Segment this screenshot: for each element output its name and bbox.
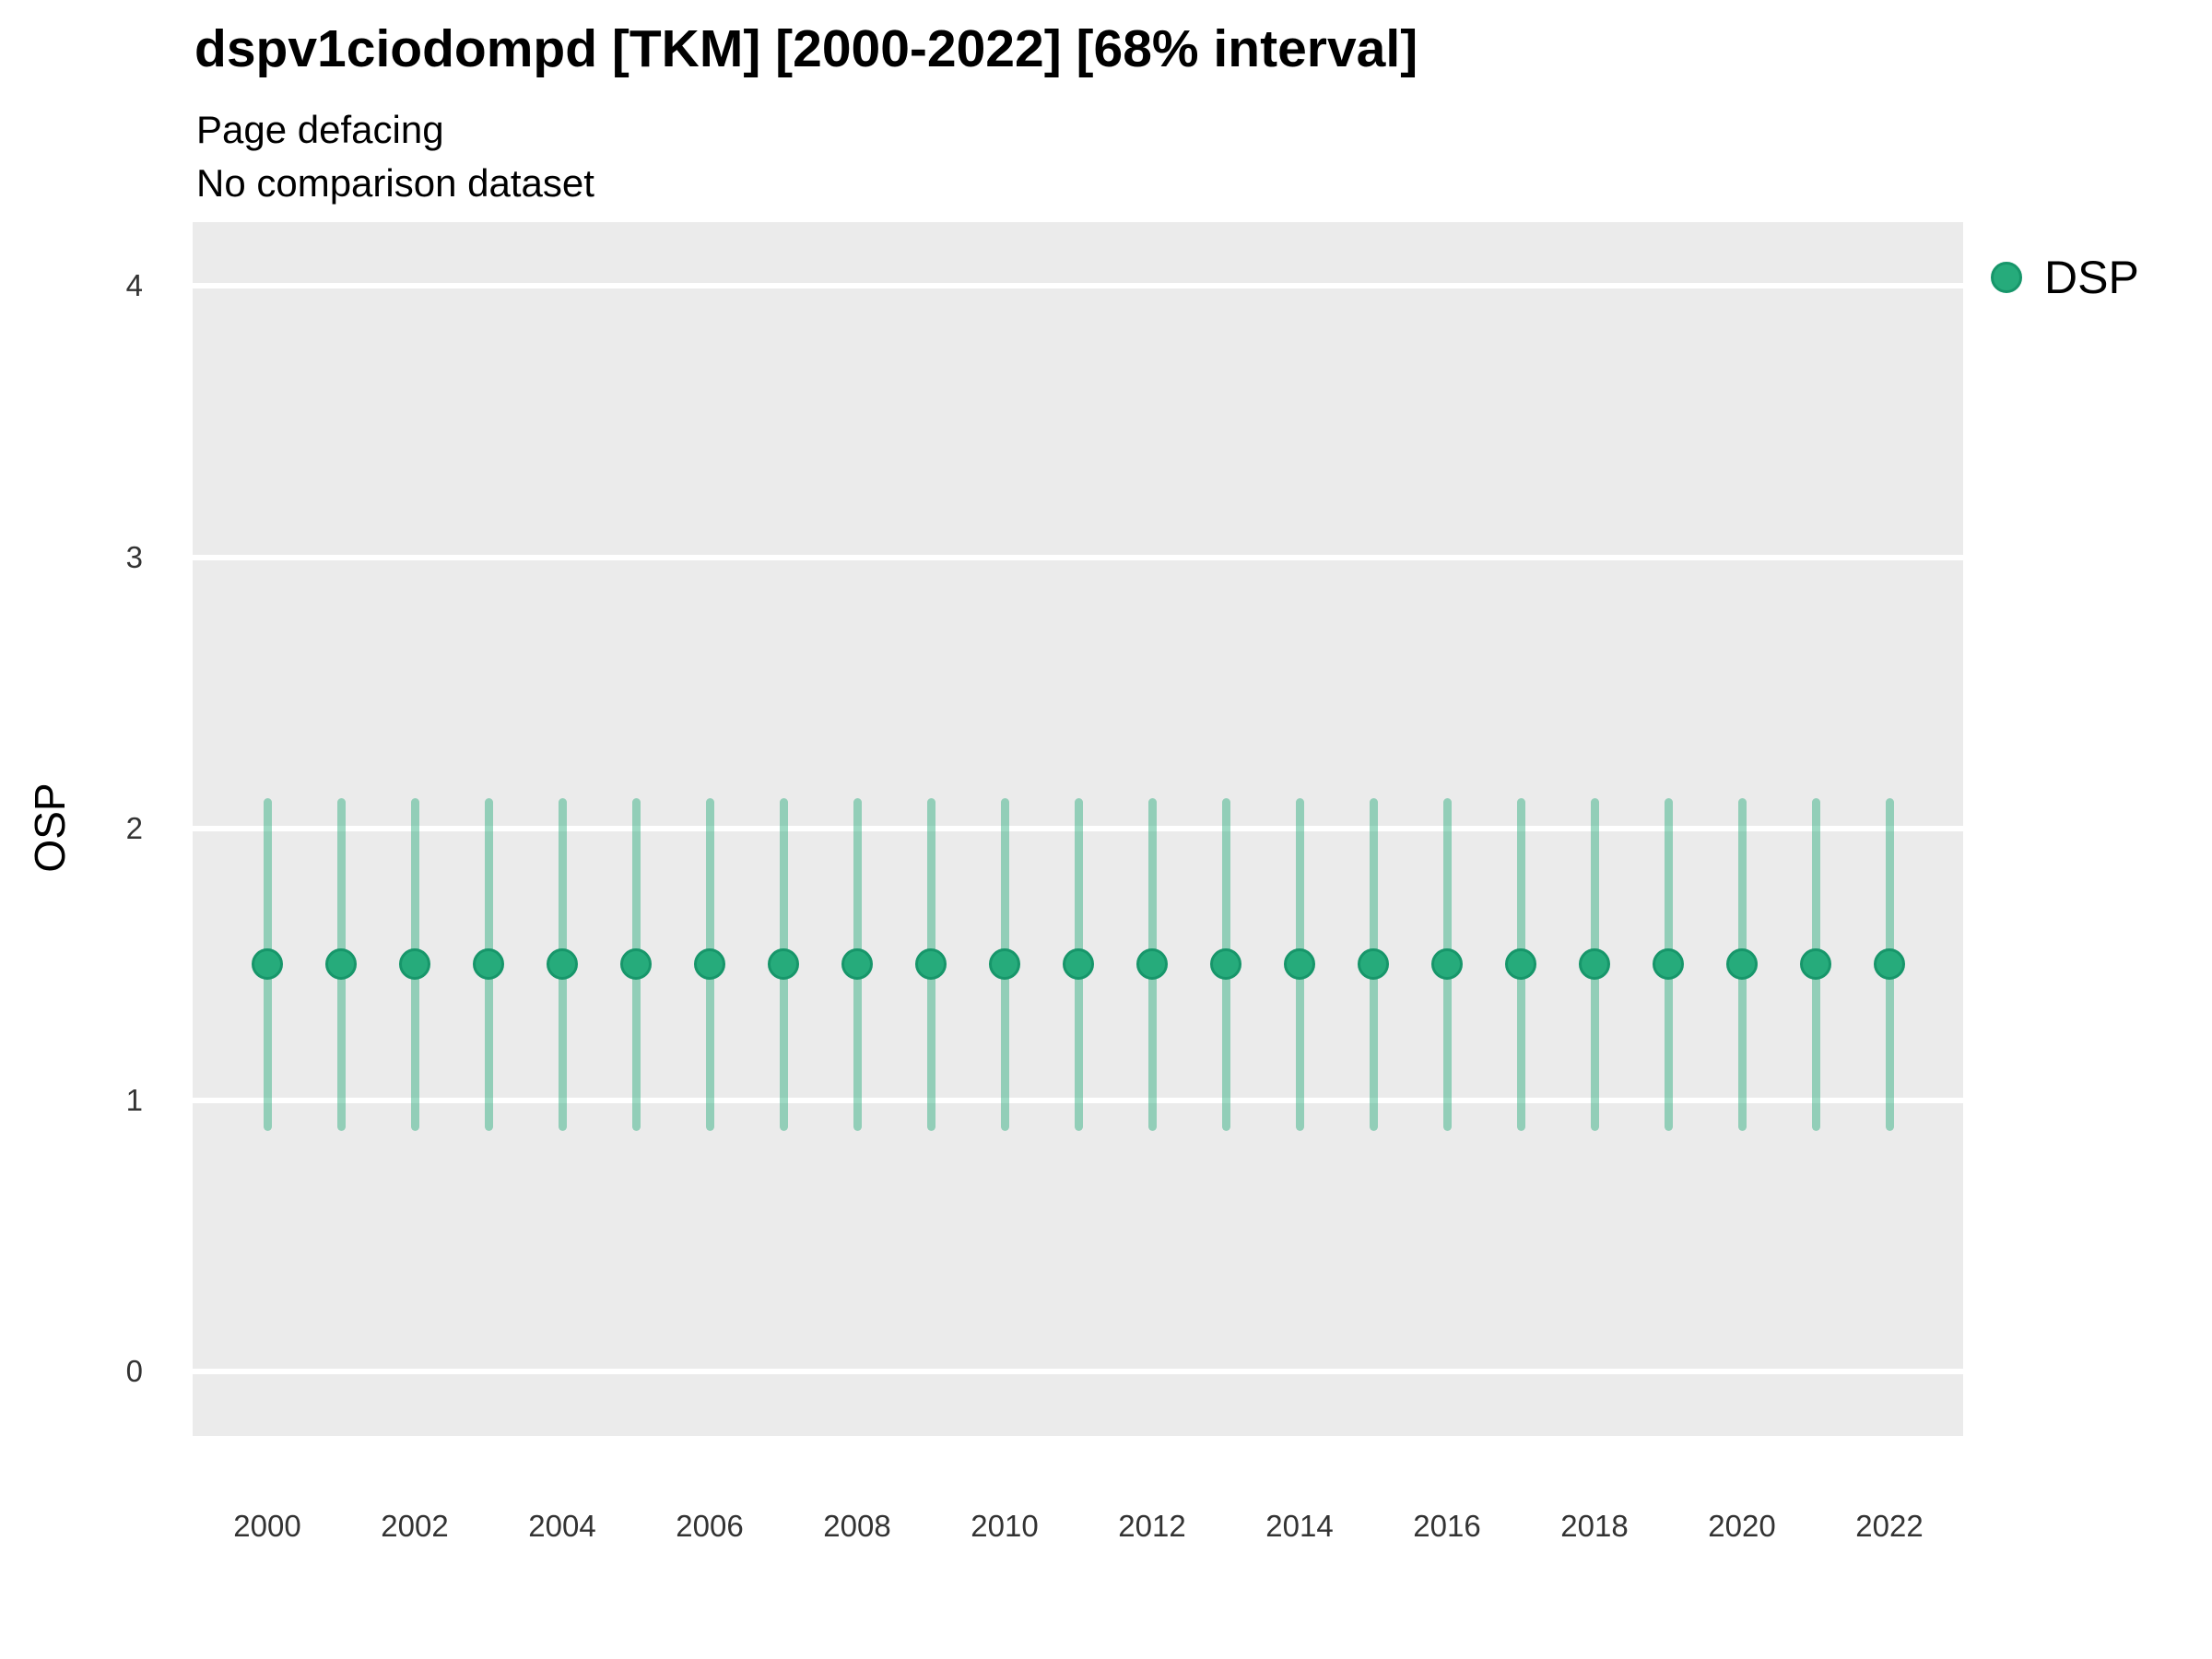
chart-subtitle: Page defacing — [196, 108, 444, 151]
chart-note: No comparison dataset — [196, 161, 594, 205]
data-point-dsp-2016 — [1431, 948, 1463, 981]
data-point-dsp-2006 — [694, 948, 725, 981]
x-tick-label-2010: 2010 — [971, 1509, 1039, 1543]
gridline-y-1 — [193, 1097, 1963, 1103]
data-point-dsp-2017 — [1505, 948, 1536, 981]
gridline-y-4 — [193, 283, 1963, 288]
data-point-dsp-2003 — [473, 948, 504, 981]
data-point-dsp-2022 — [1874, 948, 1905, 981]
data-point-dsp-2000 — [252, 948, 283, 981]
data-point-dsp-2010 — [989, 948, 1020, 981]
legend-label-dsp: DSP — [2044, 252, 2139, 303]
legend: DSP — [1991, 254, 2139, 300]
data-point-dsp-2011 — [1063, 948, 1094, 981]
data-point-dsp-2015 — [1358, 948, 1389, 981]
data-point-dsp-2001 — [325, 948, 357, 981]
x-tick-label-2014: 2014 — [1265, 1509, 1334, 1543]
x-tick-label-2002: 2002 — [381, 1509, 449, 1543]
x-tick-label-2012: 2012 — [1118, 1509, 1186, 1543]
gridline-y-0 — [193, 1369, 1963, 1374]
x-tick-label-2000: 2000 — [233, 1509, 301, 1543]
gridline-y-3 — [193, 554, 1963, 560]
data-point-dsp-2018 — [1579, 948, 1610, 981]
x-tick-label-2016: 2016 — [1413, 1509, 1481, 1543]
y-tick-label-3: 3 — [125, 539, 143, 574]
x-tick-label-2022: 2022 — [1855, 1509, 1924, 1543]
plot-panel — [193, 222, 1963, 1436]
data-point-dsp-2019 — [1653, 948, 1684, 981]
x-tick-label-2004: 2004 — [528, 1509, 596, 1543]
data-point-dsp-2021 — [1800, 948, 1831, 981]
x-tick-label-2020: 2020 — [1708, 1509, 1776, 1543]
x-tick-label-2008: 2008 — [823, 1509, 891, 1543]
y-tick-label-0: 0 — [125, 1354, 143, 1388]
chart-title: dspv1ciodompd [TKM] [2000-2022] [68% int… — [194, 19, 1418, 78]
data-point-dsp-2009 — [915, 948, 947, 981]
data-point-dsp-2002 — [399, 948, 430, 981]
data-point-dsp-2005 — [620, 948, 652, 981]
y-tick-label-1: 1 — [125, 1082, 143, 1117]
data-point-dsp-2013 — [1210, 948, 1241, 981]
data-point-dsp-2008 — [841, 948, 873, 981]
data-point-dsp-2007 — [768, 948, 799, 981]
legend-swatch-dsp — [1991, 262, 2022, 293]
y-tick-label-2: 2 — [125, 811, 143, 845]
x-tick-label-2006: 2006 — [676, 1509, 744, 1543]
data-point-dsp-2012 — [1136, 948, 1168, 981]
y-tick-label-4: 4 — [125, 268, 143, 302]
gridline-y-2 — [193, 826, 1963, 831]
data-point-dsp-2020 — [1726, 948, 1758, 981]
data-point-dsp-2004 — [547, 948, 578, 981]
data-point-dsp-2014 — [1284, 948, 1315, 981]
x-tick-label-2018: 2018 — [1560, 1509, 1629, 1543]
